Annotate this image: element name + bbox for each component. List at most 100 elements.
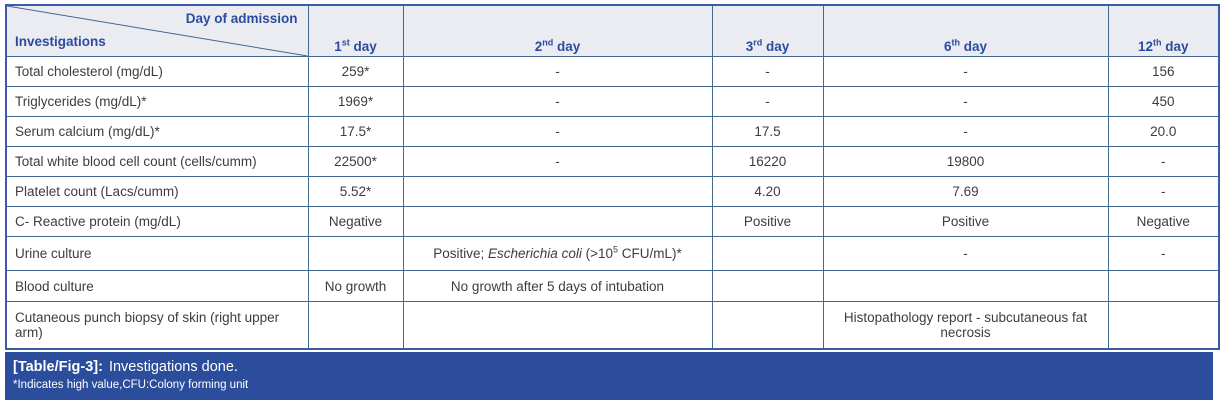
table-cell [307,301,404,349]
urine-result-mid: (>10 [581,246,613,261]
column-header-6th-day: 6th day [822,4,1109,57]
table-cell [402,176,713,207]
ordinal-suffix: nd [542,37,554,48]
ordinal-suffix: st [341,37,350,48]
table-cell: 259* [307,56,404,87]
day-number: 12 [1137,39,1153,54]
table-cell: - [711,56,824,87]
diagonal-divider [7,6,308,56]
table-row-serum-calcium: Serum calcium (mg/dL)* 17.5* - 17.5 - 20… [5,116,1220,147]
row-label: Platelet count (Lacs/cumm) [5,176,309,207]
row-label: Serum calcium (mg/dL)* [5,116,309,147]
day-word: day [349,39,377,54]
table-cell: 156 [1107,56,1220,87]
investigations-table: Day of admission Investigations 1st day … [5,4,1220,350]
column-header-12th-day: 12th day [1107,4,1220,57]
table-cell: - [1107,146,1220,177]
table-cell: Histopathology report - subcutaneous fat… [822,301,1109,349]
table-cell: Negative [307,206,404,237]
table-row-punch-biopsy: Cutaneous punch biopsy of skin (right up… [5,301,1220,349]
column-header-2nd-day: 2nd day [402,4,713,57]
row-label: Cutaneous punch biopsy of skin (right up… [5,301,309,349]
table-cell: 5.52* [307,176,404,207]
row-label: Total white blood cell count (cells/cumm… [5,146,309,177]
table-cell: 17.5* [307,116,404,147]
table-row-wbc-count: Total white blood cell count (cells/cumm… [5,146,1220,177]
table-cell [822,270,1109,302]
day-word: day [1161,39,1189,54]
corner-header-cell: Day of admission Investigations [5,4,309,57]
caption-figure-label: [Table/Fig-3]: [13,358,103,375]
table-cell: 4.20 [711,176,824,207]
organism-name: Escherichia coli [488,246,582,261]
table-cell [402,206,713,237]
row-label: C- Reactive protein (mg/dL) [5,206,309,237]
table-caption: [Table/Fig-3]: Investigations done. [13,358,1213,377]
table-row-blood-culture: Blood culture No growth No growth after … [5,270,1220,302]
table-cell [711,236,824,271]
table-row-c-reactive-protein: C- Reactive protein (mg/dL) Negative Pos… [5,206,1220,237]
table-cell: 7.69 [822,176,1109,207]
ordinal-suffix: th [951,37,961,48]
table-footnote: *Indicates high value,CFU:Colony forming… [13,378,249,391]
table-cell: - [1107,176,1220,207]
table-row-platelet-count: Platelet count (Lacs/cumm) 5.52* 4.20 7.… [5,176,1220,207]
day-word: day [960,39,988,54]
table-cell: - [822,116,1109,147]
table-cell: Positive [711,206,824,237]
table-cell: Positive [822,206,1109,237]
urine-result-prefix: Positive; [433,246,489,261]
table-cell: - [822,236,1109,271]
table-cell: - [402,56,713,87]
table-cell: - [1107,236,1220,271]
table-cell: 19800 [822,146,1109,177]
row-label: Urine culture [5,236,309,271]
table-cell: - [711,86,824,117]
corner-label-investigations: Investigations [15,34,106,49]
table-cell: - [402,86,713,117]
urine-result-suffix: CFU/mL)* [618,246,682,261]
column-header-3rd-day: 3rd day [711,4,824,57]
day-number: 2 [534,39,543,54]
table-cell [711,301,824,349]
table-row-total-cholesterol: Total cholesterol (mg/dL) 259* - - - 156 [5,56,1220,87]
table-cell: 1969* [307,86,404,117]
table-cell: No growth after 5 days of intubation [402,270,713,302]
table-cell [1107,270,1220,302]
day-number: 3 [745,39,754,54]
row-label: Triglycerides (mg/dL)* [5,86,309,117]
table-cell [402,301,713,349]
table-row-triglycerides: Triglycerides (mg/dL)* 1969* - - - 450 [5,86,1220,117]
table-caption-bar: [Table/Fig-3]: Investigations done. *Indi… [5,351,1213,400]
table-cell [1107,301,1220,349]
column-header-1st-day: 1st day [307,4,404,57]
ordinal-suffix: th [1153,37,1162,48]
table-cell: - [822,56,1109,87]
table-cell: No growth [307,270,404,302]
table-cell: - [822,86,1109,117]
ordinal-suffix: rd [753,37,763,48]
table-row-urine-culture: Urine culture Positive; Escherichia coli… [5,236,1220,271]
table-cell: Negative [1107,206,1220,237]
exponent: 5 [612,244,618,255]
table-cell: - [402,146,713,177]
caption-text: Investigations done. [108,358,238,375]
table-cell [307,236,404,271]
day-number: 1 [334,39,342,54]
table-cell: - [402,116,713,147]
day-number: 6 [943,39,952,54]
table-cell-urine-result: Positive; Escherichia coli (>105 CFU/mL)… [402,236,713,271]
header-row: Day of admission Investigations 1st day … [5,4,1220,57]
day-word: day [553,39,581,54]
table-cell: 450 [1107,86,1220,117]
corner-label-day-of-admission: Day of admission [185,11,298,26]
table-cell: 20.0 [1107,116,1220,147]
table-cell: 16220 [711,146,824,177]
row-label: Blood culture [5,270,309,302]
table-cell: 17.5 [711,116,824,147]
table-cell: 22500* [307,146,404,177]
day-word: day [762,39,790,54]
row-label: Total cholesterol (mg/dL) [5,56,309,87]
table-cell [711,270,824,302]
